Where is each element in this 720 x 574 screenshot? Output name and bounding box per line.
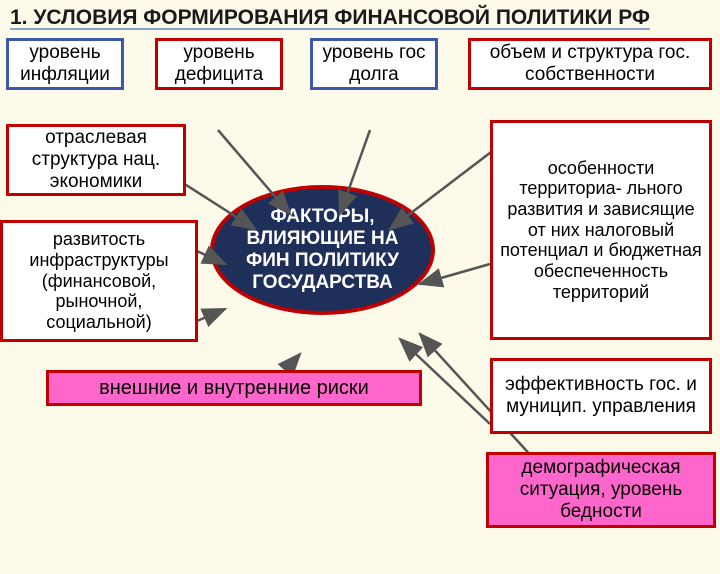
center-ellipse: ФАКТОРЫ, ВЛИЯЮЩИЕ НА ФИН ПОЛИТИКУ ГОСУДА… — [210, 185, 435, 315]
factor-sector: отраслевая структура нац. экономики — [6, 124, 186, 196]
factor-demography: демографическая ситуация, уровень беднос… — [486, 452, 716, 528]
factor-debt: уровень гос долга — [310, 38, 438, 90]
center-label: ФАКТОРЫ, ВЛИЯЮЩИЕ НА ФИН ПОЛИТИКУ ГОСУДА… — [228, 206, 417, 293]
factor-infra: развитость инфраструктуры (финансовой, р… — [0, 220, 198, 342]
factor-efficiency: эффективность гос. и муницип. управления — [490, 358, 712, 434]
factor-ownership: объем и структура гос. собственности — [468, 38, 712, 90]
factor-risks: внешние и внутренние риски — [46, 370, 422, 406]
factor-deficit: уровень дефицита — [155, 38, 283, 90]
factor-territory: особенности территориа- льного развития … — [490, 120, 712, 340]
factor-inflation: уровень инфляции — [6, 38, 124, 90]
page-title: 1. УСЛОВИЯ ФОРМИРОВАНИЯ ФИНАНСОВОЙ ПОЛИТ… — [0, 0, 720, 34]
